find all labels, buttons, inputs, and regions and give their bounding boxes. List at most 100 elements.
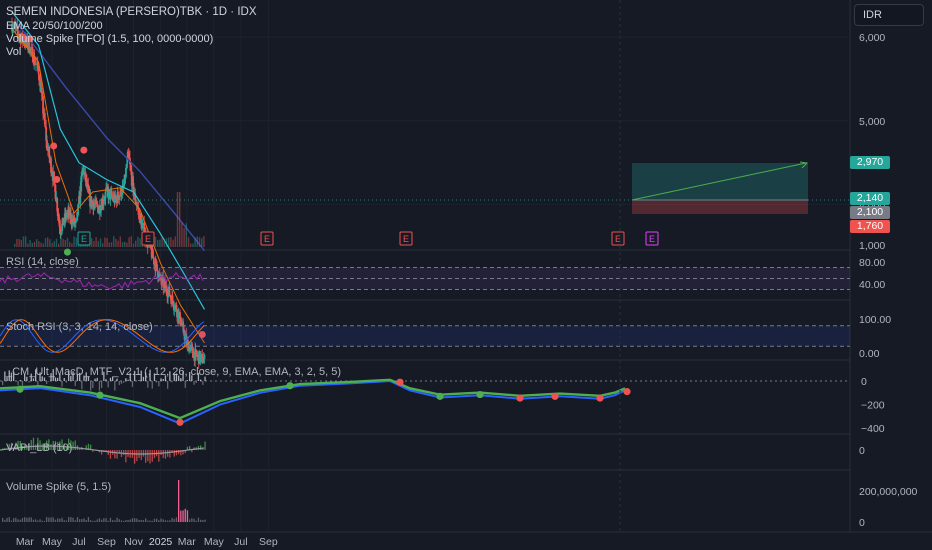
volume-spike-bar [85,519,87,522]
macd-hist-bar [204,376,206,381]
candle-body [88,192,91,195]
volume-spike-bar [39,519,41,522]
vapi-pane-label[interactable]: VAPI_LB (10) [6,442,73,454]
volume-bar [18,239,20,247]
macd-hist-bar [153,373,156,381]
candle-body [152,256,155,259]
sell-signal-dot [53,175,61,183]
volume-spike-bar [162,519,164,522]
volume-spike-bar [129,519,131,522]
volume-spike-bar [2,517,4,522]
volume-bar [47,237,49,247]
macd-hist-bar [90,381,92,391]
candle-body [164,281,166,288]
macd-hist-bar [57,377,59,381]
volume-spike-bar [41,520,43,522]
indicator-vol-label[interactable]: Vol [6,46,22,58]
vapi-bar [101,450,103,455]
volume-spike-bar [76,517,79,522]
candle-body [158,273,161,276]
macd-hist-bar [175,373,178,381]
volume-bar [165,238,168,247]
macd-hist-bar [17,381,19,386]
volume-bar [93,241,95,247]
volume-spike-pane-label[interactable]: Volume Spike (5, 1.5) [6,481,112,493]
volume-bar [73,236,75,247]
vapi-bar [8,443,10,450]
vapi-bar [72,441,74,450]
candle-body [11,24,13,32]
candle-body [58,217,60,222]
volume-spike-bar [30,517,32,522]
volume-spike-bar [15,517,17,522]
volume-spike-bar [169,520,171,522]
candle-body [42,96,44,114]
candle-body [185,335,188,344]
volume-spike-bar [32,519,35,522]
vapi-bar [202,448,204,450]
macd-hist-bar [50,373,52,381]
volume-spike-bar [28,517,30,522]
vapi-bar [140,450,142,461]
vapi-bar [37,437,39,450]
rsi-pane-label[interactable]: RSI (14, close) [6,256,79,268]
macd-hist-bar [19,379,21,381]
indicator-volume-spike-label[interactable]: Volume Spike [TFO] (1.5, 100, 0000-0000) [6,33,214,45]
candle-body [202,362,205,364]
vapi-bar [145,450,147,463]
volume-bar [137,236,139,247]
vapi-bar [189,445,191,450]
candle-body [39,79,42,92]
volume-bar [170,237,172,247]
volume-spike-bar [151,520,153,522]
currency-button[interactable]: IDR [854,4,924,26]
volume-spike-bar [4,519,6,522]
volume-spike-bar [191,518,193,522]
candle-body [44,124,47,128]
candle-body [123,183,126,187]
volume-spike-bar [127,520,129,522]
candle-body [126,156,129,164]
volume-spike-bar [52,517,54,522]
candle-body [27,46,29,48]
macd-hist-bar [167,381,169,389]
macd-hist-bar [70,375,72,381]
candle-body [137,208,140,212]
macd-hist-bar [186,380,189,381]
volume-bar [154,236,157,247]
macd-hist-bar [123,381,125,383]
volume-bar [66,238,69,247]
candle-body [104,198,107,200]
stoch-rsi-pane-label[interactable]: Stoch RSI (3, 3, 14, 14, close) [6,321,153,333]
candle-body [120,187,123,197]
volume-spike-bar [68,517,70,522]
vapi-bar [10,442,13,450]
macd-hist-bar [26,376,28,381]
macd-pane-label[interactable]: _CM_Ult_MacD_MTF_V2.1 (, 12, 26, close, … [6,366,342,378]
earnings-event-letter: E [81,234,87,244]
candle-body [28,39,31,53]
volume-spike-bar [8,517,10,522]
volume-spike-bar [92,520,94,522]
volume-bar [187,237,190,247]
x-tick-label: May [204,536,225,548]
earnings-event-letter: E [649,234,655,244]
indicator-ema-label[interactable]: EMA 20/50/100/200 [6,20,103,32]
macd-hist-bar [65,381,68,383]
vapi-tick-label: 0 [859,445,865,457]
candle-body [60,231,63,234]
candle-body [173,308,176,310]
candle-body [169,296,172,299]
vapi-bar [92,450,94,452]
volume-bar [157,239,159,247]
vapi-bar [19,441,21,450]
candle-body [70,214,73,223]
candle-body [134,193,137,202]
stoch-tick-label: 0.00 [859,348,880,360]
vapi-bar [85,445,87,450]
vapi-bar [109,450,112,459]
vapi-bar [200,445,202,450]
vapi-bar [164,450,167,459]
volume-spike-bar [54,519,57,522]
